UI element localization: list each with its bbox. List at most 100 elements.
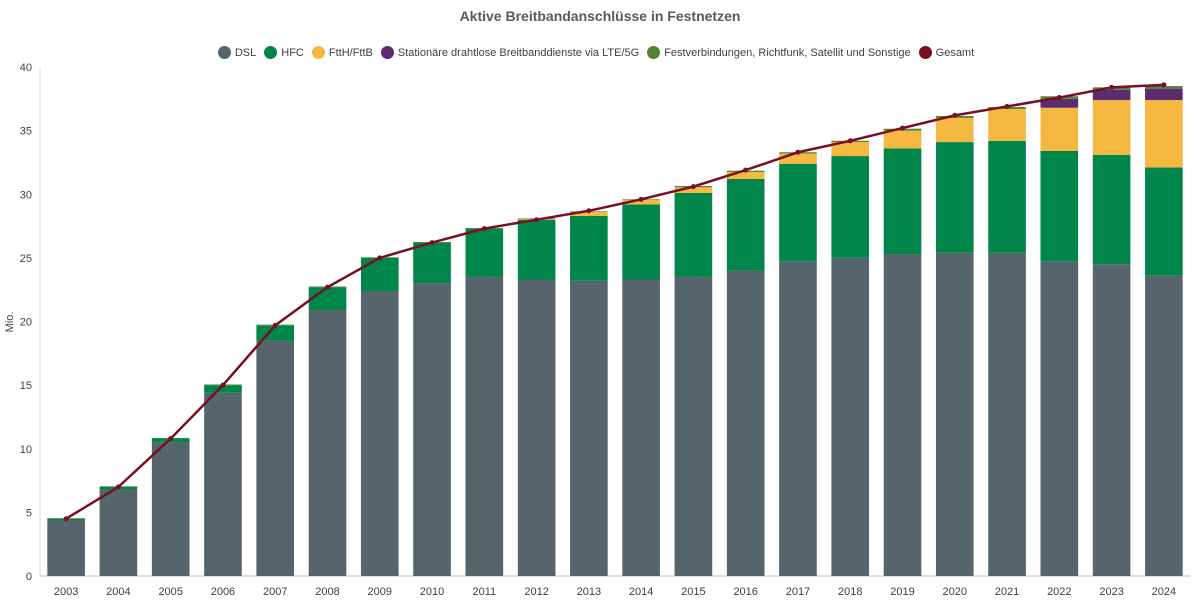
bar-segment <box>517 219 556 280</box>
x-tick-label: 2023 <box>1099 586 1123 598</box>
line-point <box>481 226 487 232</box>
y-axis-label: Mio. <box>4 312 16 333</box>
x-tick-label: 2020 <box>943 586 967 598</box>
bar-segment <box>465 276 504 576</box>
bar-segment <box>883 130 922 149</box>
y-tick-label: 40 <box>20 62 32 74</box>
bar-segment <box>1145 275 1183 576</box>
bar-segment <box>935 117 974 143</box>
line-point <box>1004 103 1010 109</box>
bar-segment <box>413 242 451 284</box>
bar-segment <box>935 252 974 576</box>
bar-segment <box>988 252 1026 576</box>
bar-segment <box>360 257 399 291</box>
bar-segment <box>779 153 817 164</box>
bar-segment <box>883 254 922 576</box>
bar-segment <box>256 340 295 576</box>
x-tick-label: 2004 <box>106 586 130 598</box>
bar-segment <box>674 192 713 277</box>
bar-segment <box>308 287 347 311</box>
x-tick-label: 2017 <box>786 586 810 598</box>
bar-segment <box>674 276 713 576</box>
line-point <box>847 138 853 144</box>
x-tick-label: 2003 <box>54 586 78 598</box>
line-point <box>168 436 174 442</box>
bar-segment <box>99 489 138 576</box>
bar-segment <box>1145 167 1183 276</box>
y-tick-label: 30 <box>20 189 32 201</box>
bar-segment <box>831 257 870 576</box>
bar-segment <box>883 148 922 255</box>
line-gesamt <box>65 83 1164 520</box>
bar-segment <box>779 261 817 576</box>
x-tick-label: 2010 <box>420 586 444 598</box>
bar-segment <box>151 442 190 576</box>
legend-marker <box>647 46 661 59</box>
x-tick-label: 2009 <box>368 586 392 598</box>
bar-segment <box>204 385 242 393</box>
y-tick-label: 25 <box>20 253 32 265</box>
legend-label: FttH/FttB <box>328 46 373 59</box>
y-tick-label: 0 <box>26 571 32 583</box>
line-point <box>690 184 696 190</box>
bar-segment <box>1145 88 1183 101</box>
x-tick-label: 2018 <box>838 586 862 598</box>
x-tick-label: 2007 <box>263 586 287 598</box>
bar-segment <box>413 283 451 576</box>
x-tick-label: 2005 <box>158 586 182 598</box>
legend-marker <box>264 46 278 59</box>
x-tick-label: 2024 <box>1152 586 1176 598</box>
line-point <box>900 125 905 131</box>
bar-segment <box>1145 86 1183 89</box>
legend-marker <box>918 46 932 59</box>
line-point <box>795 149 801 155</box>
x-tick-label: 2006 <box>211 586 235 598</box>
line-point <box>272 322 278 328</box>
line-point <box>377 255 383 261</box>
line-point <box>638 196 644 202</box>
x-tick-label: 2015 <box>681 586 705 598</box>
legend-item: Gesamt <box>918 46 974 59</box>
bar-segment <box>622 204 660 280</box>
line-point <box>325 284 330 290</box>
y-tick-label: 20 <box>20 317 32 329</box>
bar-segment <box>308 310 347 576</box>
legend-item: DSL <box>217 46 257 59</box>
x-tick-label: 2019 <box>890 586 914 598</box>
bar-segment <box>570 215 608 281</box>
x-tick-label: 2008 <box>315 586 339 598</box>
bar-segment <box>1092 154 1131 265</box>
bar-segment <box>674 187 713 193</box>
legend-label: DSL <box>234 46 257 59</box>
bar-segment <box>1040 261 1079 576</box>
line-point <box>586 208 592 214</box>
legend-label: Stationäre drahtlose Breitbanddienste vi… <box>397 46 640 59</box>
bar-segment <box>517 279 556 576</box>
legend: DSL HFC FttH/FttB Stationäre drahtlose Brei… <box>0 46 1200 59</box>
bar-segment <box>831 156 870 258</box>
bar-segment <box>935 142 974 253</box>
x-tick-label: 2012 <box>524 586 548 598</box>
line-point <box>115 484 121 490</box>
bar-segment <box>1040 107 1079 151</box>
x-tick-label: 2021 <box>995 586 1019 598</box>
x-tick-label: 2022 <box>1047 586 1071 598</box>
bar-segment <box>1040 150 1079 262</box>
line-point <box>1056 95 1062 101</box>
line-point <box>63 516 69 522</box>
line-point <box>743 167 749 173</box>
bar-segment <box>570 212 608 216</box>
y-tick-label: 5 <box>26 507 32 519</box>
legend-marker <box>217 46 231 59</box>
bar-segment <box>1092 89 1131 101</box>
x-tick-label: 2011 <box>472 586 496 598</box>
legend-label: HFC <box>281 46 304 59</box>
x-tick-label: 2014 <box>629 586 653 598</box>
line-point <box>429 240 435 246</box>
bar-segment <box>47 520 85 576</box>
y-tick-label: 10 <box>20 444 32 456</box>
y-tick-label: 15 <box>20 380 32 392</box>
line-point <box>1161 82 1167 88</box>
